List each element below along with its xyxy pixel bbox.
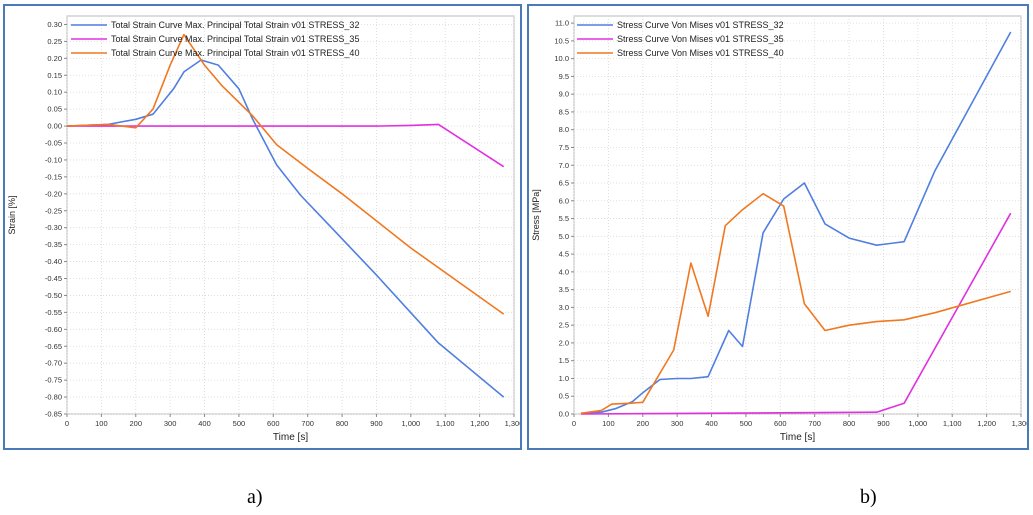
strain-x-tick-label: 400 [198,419,211,428]
strain-x-tick-label: 1,200 [470,419,489,428]
stress-y-tick-label: 10.0 [554,54,569,63]
stress-legend-label: Stress Curve Von Mises v01 STRESS_40 [617,48,784,58]
stress-y-tick-label: 6.5 [559,179,569,188]
stress-y-tick-label: 10.5 [554,36,569,45]
strain-y-tick-label: -0.50 [45,291,62,300]
stress-y-tick-label: 2.0 [559,338,569,347]
strain-y-tick-label: 0.15 [47,71,62,80]
strain-legend-label: Total Strain Curve Max. Principal Total … [111,20,359,30]
strain-y-tick-label: -0.10 [45,155,62,164]
stress-y-tick-label: 1.0 [559,374,569,383]
strain-x-tick-label: 1,100 [436,419,455,428]
strain-x-tick-label: 100 [95,419,108,428]
stress-x-tick-label: 1,100 [943,419,962,428]
stress-x-tick-label: 900 [877,419,890,428]
stress-y-tick-label: 8.0 [559,125,569,134]
stress-x-tick-label: 1,000 [908,419,927,428]
stress-x-tick-label: 300 [671,419,684,428]
strain-y-tick-label: -0.40 [45,257,62,266]
stress-y-tick-label: 7.5 [559,143,569,152]
strain-y-tick-label: -0.15 [45,172,62,181]
stress-legend-label: Stress Curve Von Mises v01 STRESS_32 [617,20,784,30]
strain-legend-label: Total Strain Curve Max. Principal Total … [111,48,359,58]
stress-y-tick-label: 4.0 [559,267,569,276]
strain-y-tick-label: -0.20 [45,189,62,198]
stress-y-tick-label: 9.5 [559,72,569,81]
stress-series-line [580,31,1012,415]
strain-x-tick-label: 0 [65,419,69,428]
strain-y-tick-label: -0.70 [45,359,62,368]
strain-y-tick-label: 0.20 [47,54,62,63]
stress-y-tick-label: 3.0 [559,303,569,312]
stress-y-tick-label: 8.5 [559,107,569,116]
stress-y-tick-label: 11.0 [555,19,569,28]
stress-chart-panel: 0 100 200 300 400 500 600 700 800 900 1,000 1,100 1,… [527,4,1029,450]
stress-y-tick-label: 9.0 [559,90,569,99]
strain-plot-area [66,15,515,415]
figure-label-a: a) [247,486,263,508]
strain-series-line [66,59,505,398]
stress-chart: 0 100 200 300 400 500 600 700 800 900 1,000 1,100 1,… [531,15,1027,443]
strain-legend-label: Total Strain Curve Max. Principal Total … [111,34,359,44]
strain-x-tick-label: 800 [336,419,349,428]
stress-y-tick-label: 5.5 [559,214,569,223]
strain-y-axis-title: Strain [%] [7,195,17,234]
strain-y-tick-label: -0.35 [45,240,62,249]
strain-y-tick-label: -0.80 [45,393,62,402]
stress-y-tick-label: 7.0 [559,161,569,170]
stress-x-tick-label: 400 [705,419,718,428]
strain-x-tick-label: 1,000 [401,419,420,428]
stress-plot-area [573,15,1022,415]
stress-x-tick-label: 500 [740,419,753,428]
strain-x-tick-label: 500 [233,419,246,428]
strain-x-tick-label: 200 [130,419,143,428]
strain-y-tick-label: 0.10 [47,88,62,97]
strain-y-tick-label: -0.55 [45,308,62,317]
stress-y-tick-label: 0.0 [559,410,569,419]
stress-y-tick-label: 4.5 [559,250,569,259]
stress-y-tick-label: 6.0 [559,196,569,205]
strain-y-tick-label: -0.60 [45,325,62,334]
strain-y-tick-label: -0.30 [45,223,62,232]
strain-x-tick-label: 700 [301,419,314,428]
strain-y-tick-label: 0.00 [47,122,62,131]
stress-series-line [580,192,1011,415]
figure-label-b: b) [860,486,877,508]
strain-y-tick-label: -0.05 [45,139,62,148]
strain-x-tick-label: 600 [267,419,280,428]
strain-y-tick-label: 0.25 [47,37,62,46]
strain-y-tick-label: -0.65 [45,342,62,351]
stress-y-tick-label: 3.5 [559,285,569,294]
stress-x-axis-title: Time [s] [780,432,815,443]
strain-x-tick-label: 1,300 [505,419,520,428]
strain-y-tick-label: -0.85 [45,410,62,419]
stress-x-tick-label: 1,300 [1012,419,1027,428]
stress-y-tick-label: 2.5 [559,321,569,330]
stress-y-tick-label: 1.5 [559,356,569,365]
strain-y-tick-label: -0.75 [45,376,62,385]
stress-x-tick-label: 800 [843,419,856,428]
strain-y-tick-label: 0.30 [47,20,62,29]
stress-x-tick-label: 100 [602,419,615,428]
strain-x-tick-label: 300 [164,419,177,428]
strain-y-tick-label: -0.25 [45,206,62,215]
stress-x-tick-label: 1,200 [977,419,996,428]
strain-chart: 0 100 200 300 400 500 600 700 800 900 1,000 1,100 1,… [7,15,520,443]
stress-y-tick-label: 0.5 [559,392,569,401]
strain-series-line [67,123,505,168]
strain-x-axis-title: Time [s] [273,432,308,443]
strain-y-tick-label: -0.45 [45,274,62,283]
stress-x-tick-label: 200 [637,419,650,428]
stress-x-tick-label: 700 [808,419,821,428]
strain-x-tick-label: 900 [370,419,383,428]
stress-x-tick-label: 0 [572,419,576,428]
stress-x-tick-label: 600 [774,419,787,428]
strain-series-line [66,33,505,315]
stress-series-line [580,212,1012,415]
strain-chart-panel: 0 100 200 300 400 500 600 700 800 900 1,000 1,100 1,… [3,4,522,450]
stress-legend-label: Stress Curve Von Mises v01 STRESS_35 [617,34,784,44]
stress-y-tick-label: 5.0 [559,232,569,241]
strain-y-tick-label: 0.05 [47,105,62,114]
stress-y-axis-title: Stress [MPa] [531,189,541,241]
